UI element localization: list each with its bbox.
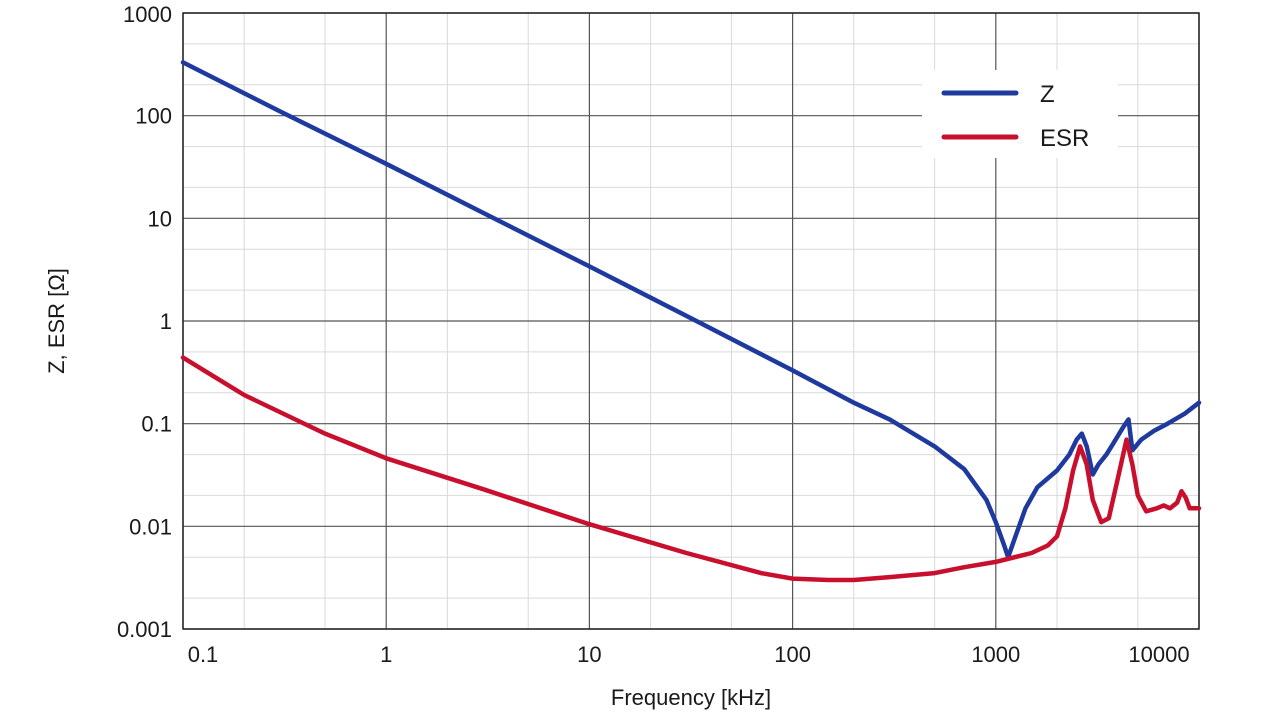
y-tick-label: 100	[135, 104, 172, 129]
series-layer	[180, 60, 1202, 583]
y-tick-label: 0.001	[117, 617, 172, 642]
legend-background	[922, 70, 1118, 158]
legend-label-esr: ESR	[1040, 125, 1089, 152]
y-tick-label: 0.1	[141, 412, 172, 437]
y-tick-labels: 1000 100 10 1 0.1 0.01 0.001	[117, 2, 172, 642]
y-tick-label: 0.01	[129, 514, 172, 539]
x-tick-labels: 0.1 1 10 100 1000 10000	[188, 642, 1190, 667]
plot-frame	[182, 12, 1200, 630]
x-tick-label: 1000	[971, 642, 1020, 667]
y-tick-label: 1	[160, 309, 172, 334]
x-tick-label: 10	[577, 642, 601, 667]
legend: Z ESR	[922, 70, 1118, 158]
x-axis-title: Frequency [kHz]	[611, 685, 771, 710]
legend-label-z: Z	[1040, 81, 1055, 108]
y-axis-title: Z, ESR [Ω]	[44, 268, 69, 374]
x-tick-label: 1	[380, 642, 392, 667]
x-tick-label: 100	[774, 642, 811, 667]
x-tick-label: 0.1	[188, 642, 219, 667]
y-tick-label: 1000	[123, 2, 172, 27]
x-tick-label: 10000	[1128, 642, 1189, 667]
series-line-z	[180, 60, 1202, 560]
series-line-esr	[180, 355, 1202, 583]
y-tick-label: 10	[148, 206, 172, 231]
